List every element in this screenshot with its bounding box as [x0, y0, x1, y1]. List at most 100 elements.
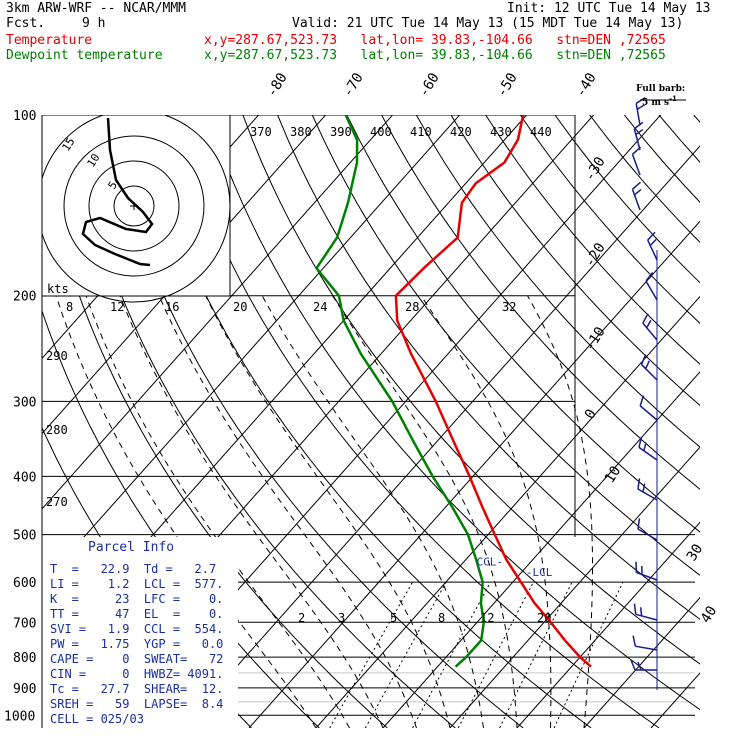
mixing-ratio-line — [553, 581, 624, 728]
wind-barb-part — [646, 319, 652, 329]
moist-adiabat — [205, 295, 451, 728]
isotherm-label-top: -40 — [573, 70, 600, 100]
dry-adiabat — [519, 115, 700, 324]
wind-barb-part — [631, 154, 641, 176]
hodograph-speed-label: 24 — [313, 300, 327, 314]
wind-barb-part — [645, 280, 658, 301]
wind-barb — [631, 181, 642, 211]
theta-label: 410 — [410, 125, 432, 139]
moist-adiabat — [158, 295, 417, 728]
parcel-row: CAPE = 0 SWEAT= 72 — [50, 652, 224, 666]
theta-label-left: 280 — [46, 423, 68, 437]
dry-adiabat — [346, 115, 700, 533]
isotherm-label-right: 0 — [582, 406, 600, 422]
mixing-ratio-line — [329, 581, 414, 728]
theta-label-left: 270 — [46, 495, 68, 509]
wind-barb-part — [637, 518, 641, 530]
mixing-ratio-line — [457, 581, 534, 728]
isotherm-label-right: 30 — [684, 541, 707, 564]
mixing-ratio-line — [412, 581, 491, 728]
parcel-row: SVI = 1.9 CCL = 554. — [50, 622, 224, 636]
isotherm-line — [42, 115, 460, 585]
wind-barb-part — [633, 121, 644, 130]
dewpoint-location: x,y=287.67,523.73 lat,lon= 39.83,-104.66… — [204, 48, 666, 63]
barb-scale-label: Full barb: — [636, 84, 686, 94]
hodograph-speed-label: 20 — [233, 300, 247, 314]
isotherm-line — [42, 115, 393, 510]
wind-barb-part — [640, 363, 658, 381]
lcl-label: -LCL — [526, 566, 553, 579]
dewpoint-legend: Dewpoint temperature — [6, 48, 163, 63]
hodograph-speed-label: 32 — [502, 300, 516, 314]
wind-barb — [637, 478, 658, 501]
dry-adiabat — [693, 115, 700, 123]
isotherm-line — [718, 115, 740, 728]
wind-barb-part — [635, 613, 658, 621]
wind-barb-part — [642, 483, 646, 493]
mixing-ratio-label: 3 — [338, 611, 345, 625]
wind-barb — [630, 659, 657, 671]
wind-barb-part — [630, 659, 636, 671]
dry-adiabat — [658, 115, 700, 163]
wind-barb-part — [639, 395, 645, 407]
wind-barb-part — [640, 354, 647, 365]
dry-adiabat — [381, 115, 700, 490]
plot-area — [42, 115, 740, 728]
parcel-row: TT = 47 EL = 0. — [50, 607, 224, 621]
moist-adiabat — [261, 295, 484, 728]
wind-barb-part — [637, 661, 642, 671]
parcel-row: T = 22.9 Td = 2.7 — [50, 562, 217, 576]
isotherm-label-top: -60 — [416, 70, 443, 100]
wind-barb-part — [642, 322, 658, 341]
pressure-tick-label: 1000 — [4, 709, 35, 724]
wind-barb-part — [635, 561, 638, 573]
parcel-row: LI = 1.2 LCL = 577. — [50, 577, 224, 591]
wind-barb-part — [636, 104, 645, 110]
mixing-ratio-label: 5 — [390, 611, 397, 625]
isotherm-line — [315, 295, 700, 728]
hodograph-units-label: kts — [47, 282, 69, 296]
theta-label: 370 — [250, 125, 272, 139]
dry-adiabat — [485, 115, 700, 365]
moist-adiabat — [119, 295, 384, 728]
wind-barb-part — [638, 446, 658, 461]
isotherm-label-right: 40 — [698, 603, 721, 626]
wind-barb-part — [635, 645, 658, 651]
wind-barb-part — [637, 488, 658, 501]
pressure-tick-label: 100 — [13, 109, 36, 124]
pressure-tick-label: 300 — [13, 395, 36, 410]
moist-adiabat — [332, 295, 518, 728]
pressure-tick-label: 500 — [13, 529, 36, 544]
wind-barb-part — [643, 442, 647, 452]
dry-adiabat — [624, 115, 700, 204]
mixing-ratio-label: 20 — [537, 611, 551, 625]
wind-barb — [637, 518, 658, 541]
wind-barb-part — [633, 128, 641, 151]
wind-barb — [640, 354, 658, 381]
moist-adiabat — [85, 295, 350, 728]
dry-adiabat — [311, 115, 700, 576]
dry-adiabat — [173, 115, 660, 728]
wind-barb-part — [633, 603, 637, 615]
isotherm-line — [516, 521, 700, 728]
wind-barb-part — [634, 188, 642, 196]
isotherm-label-top: -50 — [494, 70, 521, 100]
wind-barb — [642, 313, 658, 341]
mixing-ratio-line — [499, 581, 573, 728]
wind-barb — [631, 146, 642, 176]
temperature-legend: Temperature — [6, 33, 93, 48]
hodograph-ring — [113, 185, 155, 227]
wind-barb — [645, 272, 658, 301]
forecast-hour: 9 h — [82, 16, 106, 31]
wind-barb-part — [642, 313, 649, 324]
dry-adiabat — [277, 115, 700, 620]
parcel-row: PW = 1.75 YGP = 0.0 — [50, 637, 224, 651]
pressure-tick-label: 600 — [13, 576, 36, 591]
theta-label: 430 — [490, 125, 512, 139]
dry-adiabat — [415, 115, 700, 448]
parcel-row: K = 23 LFC = 0. — [50, 592, 224, 606]
hodograph-ring — [88, 160, 180, 252]
parcel-info-title: Parcel Info — [88, 540, 175, 555]
